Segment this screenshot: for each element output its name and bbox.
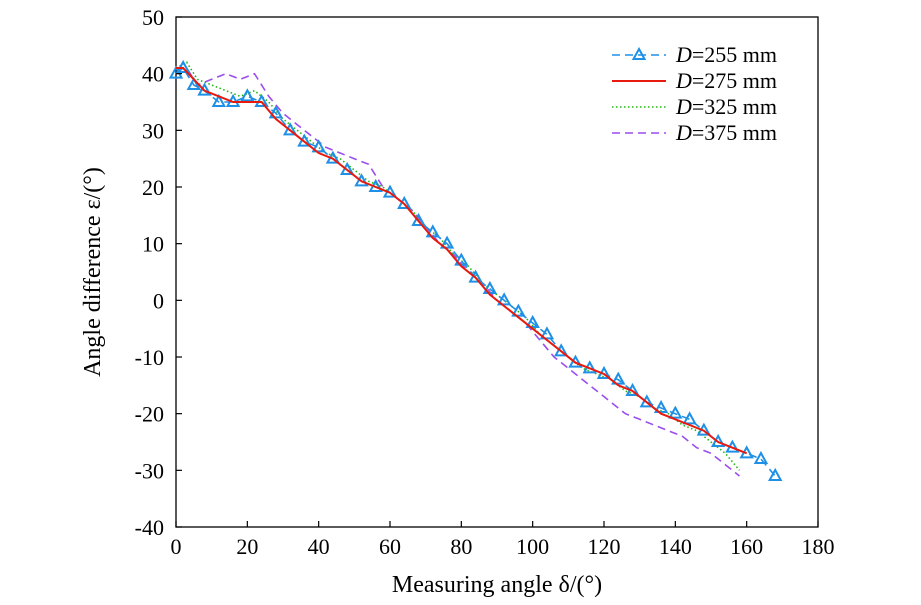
legend-label: D=255 mm [675,42,777,67]
data-point [753,450,769,464]
data-point [425,224,440,238]
data-point [186,76,202,90]
data-point [197,82,212,96]
y-tick-label: -20 [135,402,164,427]
data-point [682,411,697,425]
legend-item-2: D=325 mm [612,94,777,119]
x-tick-label: 0 [171,534,182,559]
data-point [211,93,226,107]
x-tick-label: 80 [450,534,472,559]
legend-label: D=275 mm [675,68,777,93]
data-point [268,105,284,119]
y-tick-label: -40 [135,515,164,540]
x-tick-label: 60 [379,534,401,559]
x-tick-label: 40 [308,534,330,559]
data-point [768,467,783,481]
y-tick-label: 40 [142,62,164,87]
data-point [525,314,540,328]
legend-label: D=325 mm [675,94,777,119]
data-point [611,371,626,385]
x-axis-label: Measuring angle δ/(°) [392,572,602,598]
y-tick-label: 20 [142,175,164,200]
data-point [653,399,669,413]
legend-label: D=375 mm [675,120,777,145]
series-line-3 [176,67,740,477]
x-tick-label: 100 [516,534,549,559]
legend-item-0: D=255 mm [612,42,777,67]
data-point [496,292,512,306]
data-point [454,252,469,266]
plot-frame [175,16,819,528]
data-point [482,280,498,294]
legend: D=255 mmD=275 mmD=325 mmD=375 mm [612,42,777,145]
x-tick-label: 120 [588,534,621,559]
data-point [539,326,555,340]
y-tick-label: 0 [153,288,164,313]
legend-marker [631,46,647,60]
y-tick-label: -10 [135,345,164,370]
series-line-1 [176,67,748,455]
ticks-layer: 0 20 40 60 80 100 120 140 160 18050403020100-10-2… [135,5,835,559]
data-point [439,235,455,249]
data-point [511,303,526,317]
y-tick-label: 50 [142,5,164,30]
x-tick-label: 20 [236,534,258,559]
data-point [240,88,255,102]
x-tick-label: 160 [730,534,763,559]
data-point [668,405,683,419]
x-tick-label: 140 [659,534,692,559]
y-tick-label: -30 [135,458,164,483]
data-point [411,212,426,226]
y-tick-label: 30 [142,118,164,143]
legend-item-3: D=375 mm [612,120,777,145]
legend-item-1: D=275 mm [612,68,777,93]
data-point [311,139,326,153]
x-tick-label: 180 [802,534,835,559]
y-axis-label: Angle difference ε/(°) [80,167,106,377]
y-tick-label: 10 [142,232,164,257]
series-layer [168,59,783,481]
